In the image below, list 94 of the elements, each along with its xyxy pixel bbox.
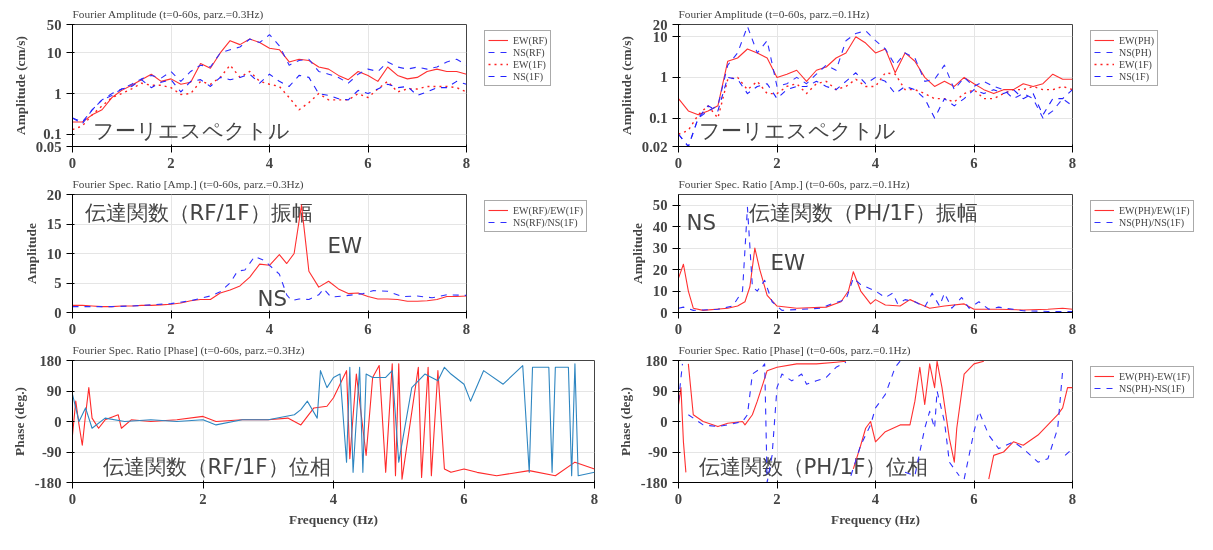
y-tick-label: 180	[39, 352, 62, 369]
y-tick-label: -180	[640, 474, 668, 491]
y-tick-label: 50	[652, 197, 668, 214]
y-axis-title: Amplitude	[629, 223, 645, 284]
x-tick-label: 4	[871, 320, 880, 337]
y-tick-label: 180	[645, 352, 668, 369]
x-tick-label: 6	[364, 320, 372, 337]
legend-label: EW(RF)	[513, 34, 548, 46]
y-tick-label: 10	[46, 44, 62, 61]
x-tick-label: 2	[773, 154, 781, 171]
legend-label: EW(1F)	[1119, 58, 1152, 70]
y-tick-label: -90	[647, 444, 668, 460]
y-tick-label: 0	[54, 304, 62, 321]
y-tick-label: 40	[652, 218, 668, 235]
legend-label: NS(PH)	[1119, 46, 1152, 58]
y-tick-label: 0	[660, 304, 668, 321]
y-tick-label: 50	[46, 16, 62, 33]
y-tick-label: 20	[46, 186, 62, 203]
x-axis-title: Frequency (Hz)	[289, 511, 378, 527]
chart-title: Fourier Spec. Ratio [Amp.] (t=0-60s, parz.=0.1Hz)	[678, 177, 910, 191]
chart-title: Fourier Amplitude (t=0-60s, parz.=0.1Hz)	[678, 7, 870, 21]
y-tick-label: 0.1	[649, 110, 668, 127]
x-axis-title: Frequency (Hz)	[831, 511, 920, 527]
annotation: NS	[257, 285, 287, 311]
y-tick-label: 1	[660, 69, 668, 86]
annotation: NS	[686, 209, 716, 235]
legend-label: NS(PH)-NS(1F)	[1119, 382, 1185, 394]
x-tick-label: 0	[674, 490, 683, 507]
annotation: EW	[327, 232, 363, 258]
legend-label: EW(PH)/EW(1F)	[1119, 204, 1190, 216]
x-tick-label: 2	[773, 320, 781, 337]
x-tick-label: 4	[265, 154, 274, 171]
y-axis-title: Amplitude	[23, 223, 39, 284]
y-tick-label: 15	[46, 216, 62, 232]
x-tick-label: 0	[674, 320, 683, 337]
x-tick-label: 8	[590, 490, 599, 507]
y-tick-label: 20	[652, 16, 668, 33]
x-tick-label: 0	[68, 154, 77, 171]
x-tick-label: 8	[1068, 320, 1077, 337]
y-axis-title: Amplitude (cm/s)	[12, 36, 28, 135]
y-tick-label: 10	[46, 245, 62, 262]
y-tick-label: -90	[41, 444, 62, 460]
y-axis-title: Phase (deg.)	[11, 387, 27, 456]
x-tick-label: 0	[674, 154, 683, 171]
y-tick-label: 5	[54, 275, 62, 291]
x-tick-label: 0	[68, 320, 77, 337]
annotation: 伝達関数（PH/1F）振幅	[748, 199, 979, 225]
x-tick-label: 4	[871, 490, 880, 507]
legend-label: NS(1F)	[1119, 70, 1150, 82]
annotation: 伝達関数（RF/1F）位相	[102, 453, 331, 479]
legend-label: EW(RF)/EW(1F)	[513, 204, 583, 216]
chart-title: Fourier Spec. Ratio [Phase] (t=0-60s, parz.=0.3Hz)	[72, 343, 305, 357]
x-tick-label: 2	[773, 490, 781, 507]
y-tick-label: 0	[54, 413, 62, 430]
legend-label: EW(1F)	[513, 58, 546, 70]
x-tick-label: 8	[1068, 154, 1077, 171]
x-tick-label: 6	[970, 154, 978, 171]
x-tick-label: 6	[364, 154, 372, 171]
x-tick-label: 2	[167, 320, 175, 337]
y-tick-label: 0	[660, 413, 668, 430]
y-tick-label: 10	[652, 283, 668, 300]
x-tick-label: 2	[199, 490, 207, 507]
x-tick-label: 6	[460, 490, 468, 507]
legend-label: NS(RF)	[513, 46, 545, 58]
x-tick-label: 6	[970, 320, 978, 337]
y-axis-title: Phase (deg.)	[617, 387, 633, 456]
y-tick-label: 90	[652, 383, 668, 399]
legend-label: NS(PH)/NS(1F)	[1119, 216, 1185, 228]
legend-label: NS(RF)/NS(1F)	[513, 216, 578, 228]
chart-title: Fourier Spec. Ratio [Amp.] (t=0-60s, parz.=0.3Hz)	[72, 177, 304, 191]
y-tick-label: 30	[652, 240, 668, 257]
x-tick-label: 8	[1068, 490, 1077, 507]
chart-title: Fourier Spec. Ratio [Phase] (t=0-60s, parz.=0.1Hz)	[678, 343, 911, 357]
y-tick-label: 20	[652, 261, 668, 278]
annotation: EW	[770, 249, 806, 275]
chart-title: Fourier Amplitude (t=0-60s, parz.=0.3Hz)	[72, 7, 264, 21]
x-tick-label: 8	[462, 154, 471, 171]
annotation: フーリエスペクトル	[92, 117, 290, 143]
y-tick-label: -180	[34, 474, 62, 491]
x-tick-label: 4	[871, 154, 880, 171]
x-tick-label: 8	[462, 320, 471, 337]
x-tick-label: 6	[970, 490, 978, 507]
y-axis-title: Amplitude (cm/s)	[618, 36, 634, 135]
y-tick-label: 90	[46, 383, 62, 399]
y-tick-label: 1	[54, 85, 62, 102]
x-tick-label: 4	[329, 490, 338, 507]
y-tick-label: 0.02	[641, 138, 668, 155]
x-tick-label: 4	[265, 320, 274, 337]
legend-label: NS(1F)	[513, 70, 544, 82]
legend-label: EW(PH)	[1119, 34, 1154, 46]
legend-label: EW(PH)-EW(1F)	[1119, 370, 1191, 382]
x-tick-label: 0	[68, 490, 77, 507]
annotation: フーリエスペクトル	[698, 117, 896, 143]
x-tick-label: 2	[167, 154, 175, 171]
